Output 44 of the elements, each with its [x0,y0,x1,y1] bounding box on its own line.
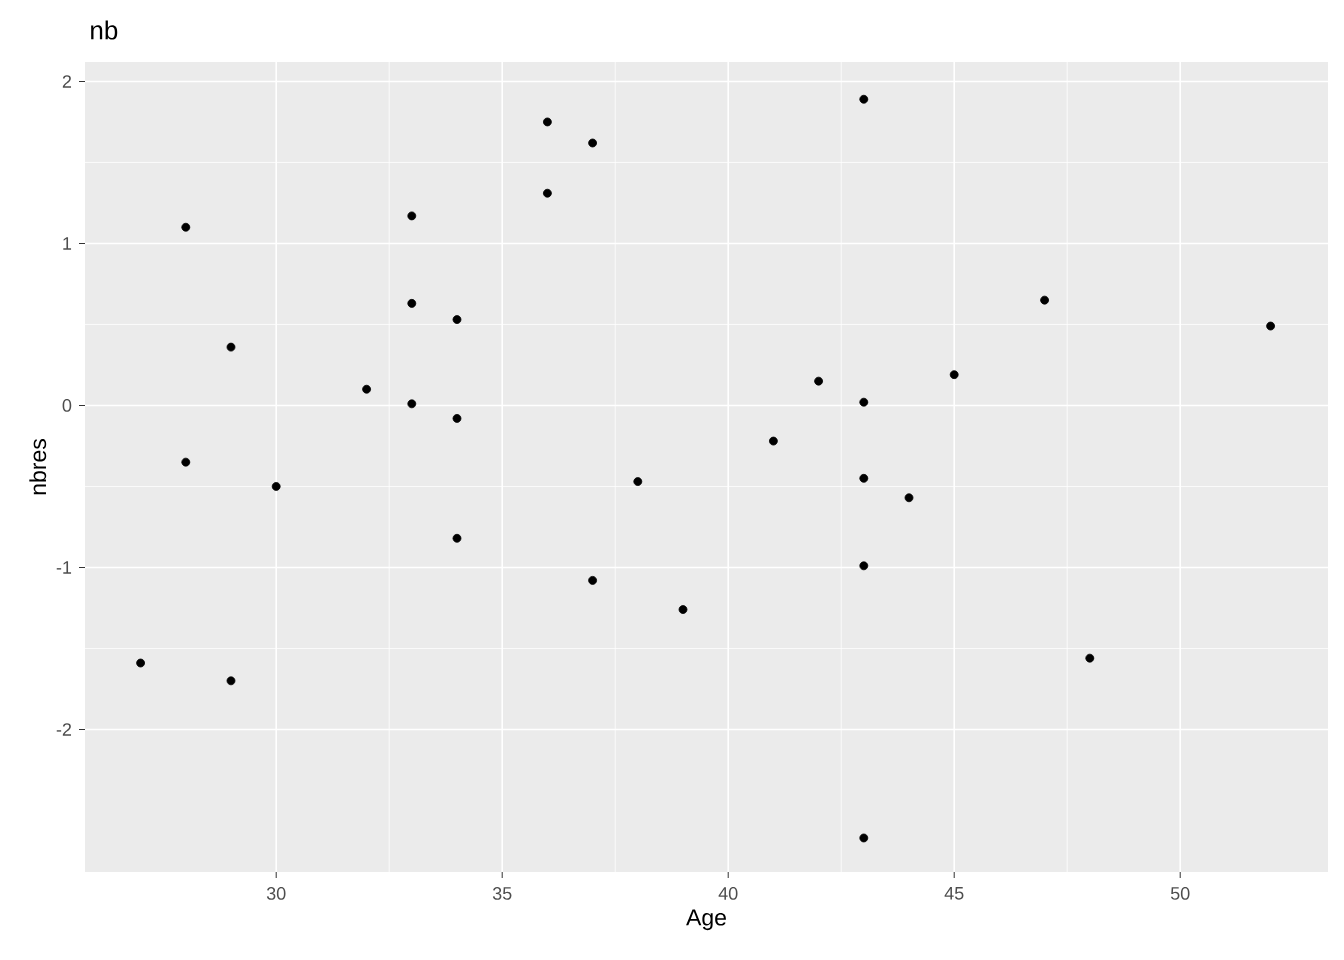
point [407,399,417,409]
point [678,605,688,614]
point [633,477,643,486]
point [859,94,869,104]
point [1266,321,1275,331]
y-tick-label: 1 [63,237,72,250]
chart-title: nb [91,20,118,40]
point [181,222,191,232]
point [859,561,869,571]
point [271,482,281,491]
point [1085,653,1095,663]
point [769,436,778,446]
point [181,457,191,467]
point [859,473,869,483]
x-tick-label: 40 [718,887,738,900]
point [949,370,959,380]
y-tick-label: 2 [62,75,72,88]
y-tick-label: -2 [56,723,72,736]
y-axis-title: nbres [29,439,47,495]
point [452,414,462,423]
x-tick-label: 50 [1170,887,1190,900]
point [452,533,462,543]
point [543,117,552,127]
point [226,676,236,686]
point [859,397,869,407]
point [859,833,869,843]
point [226,342,236,352]
point [904,493,914,503]
point [136,658,145,668]
point [588,138,597,148]
point [588,576,597,585]
point [407,298,417,308]
point [407,211,417,221]
y-tick-label: -1 [56,561,72,574]
point [362,384,371,394]
x-tick-label: 30 [266,887,286,900]
point [452,315,462,324]
x-axis-title: Age [686,909,726,931]
point [814,376,823,386]
x-tick-label: 45 [944,887,964,900]
y-tick-label: 0 [62,399,72,412]
x-tick-label: 35 [492,887,512,900]
point [1040,295,1049,305]
point [543,188,552,198]
